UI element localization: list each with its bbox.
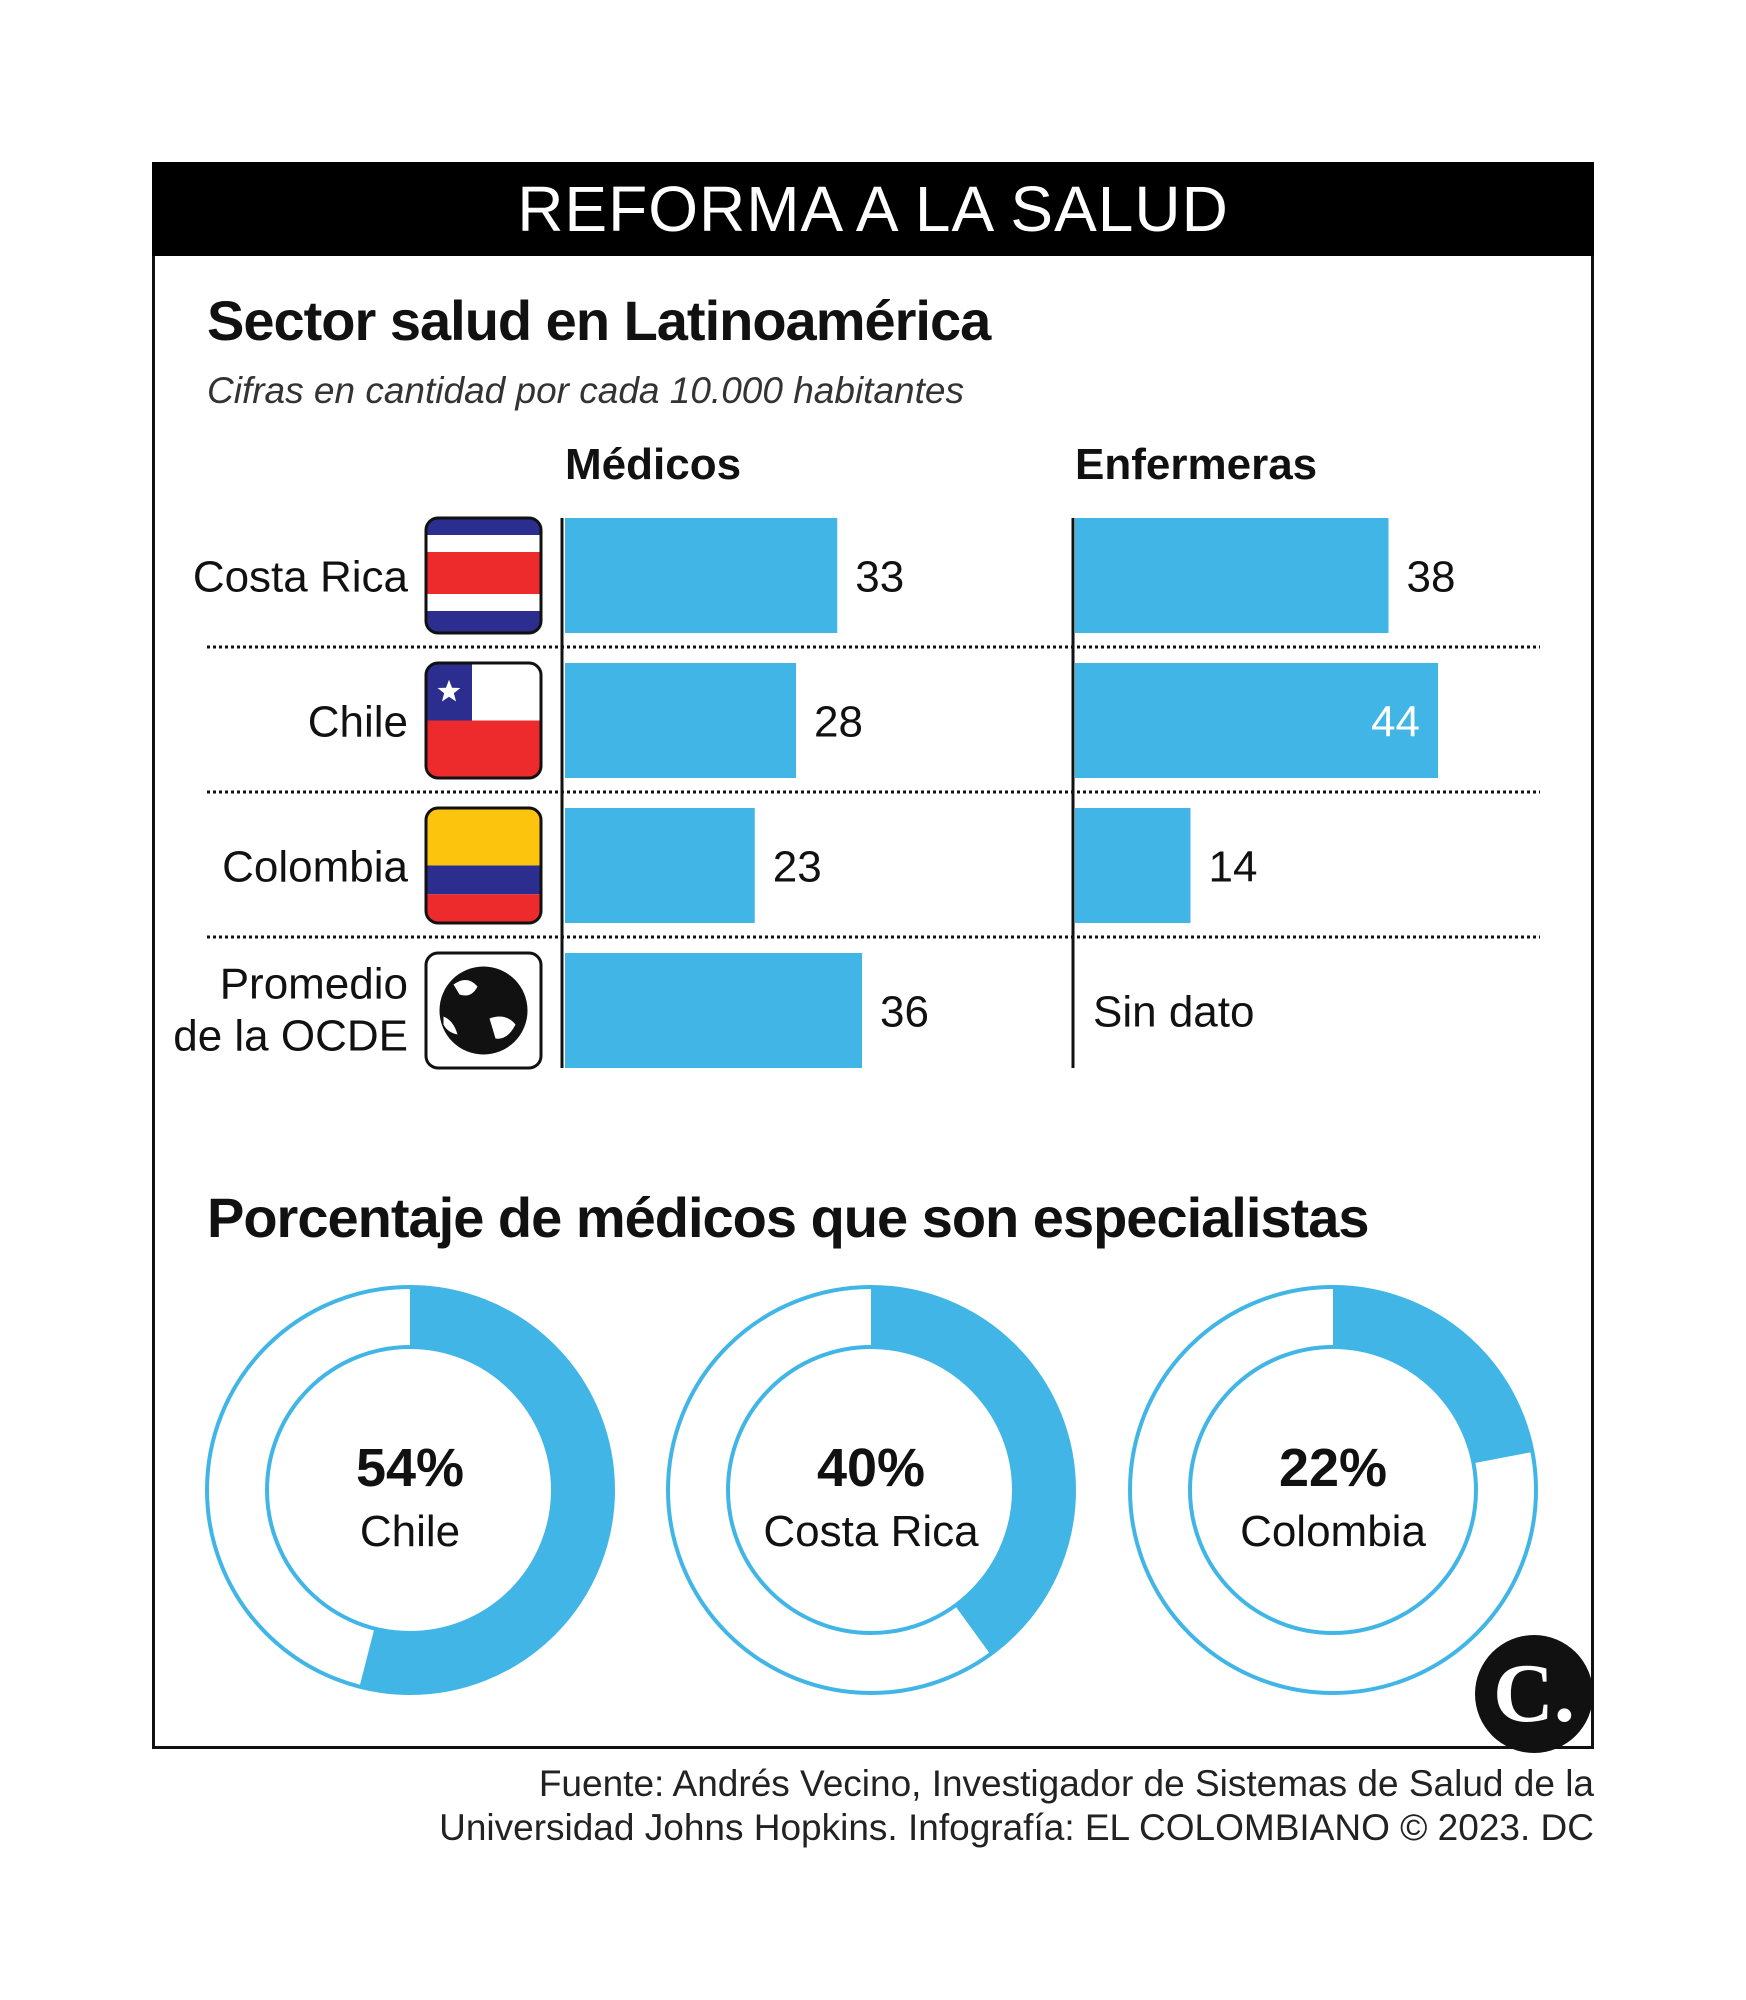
section-subtitle: Cifras en cantidad por cada 10.000 habit… (207, 370, 964, 411)
bar-label-enfermeras: 38 (1407, 553, 1456, 602)
bar-label-medicos: 33 (855, 553, 904, 602)
column-header-medicos: Médicos (565, 440, 742, 489)
donut-segment (871, 1287, 1074, 1655)
category-label: Colombia (222, 843, 408, 892)
el-colombiano-logo: C. (1475, 1635, 1593, 1753)
donut-category-label: Costa Rica (763, 1507, 979, 1556)
donut-outer-ring (1128, 1285, 1538, 1695)
donut-inner-ring (1188, 1345, 1478, 1635)
source-line-2: Universidad Johns Hopkins. Infografía: E… (439, 1807, 1594, 1848)
category-label: Chile (308, 698, 408, 747)
donut-category-label: Colombia (1240, 1507, 1426, 1556)
donut-value-label: 40% (817, 1438, 925, 1498)
bar-medicos (565, 953, 862, 1068)
category-label: Costa Rica (193, 553, 409, 602)
chile-flag-icon (424, 661, 543, 780)
donut-inner-ring (265, 1345, 555, 1635)
bar-enfermeras (1075, 808, 1191, 923)
section-title-specialists: Porcentaje de médicos que son especialis… (207, 1186, 1369, 1249)
donut-segment (1333, 1287, 1533, 1464)
bar-label-medicos: 36 (880, 988, 929, 1037)
donut-category-label: Chile (360, 1507, 460, 1556)
donut-segment (359, 1286, 614, 1693)
bar-medicos (565, 808, 755, 923)
category-label: de la OCDE (173, 1012, 408, 1061)
donut-value-label: 54% (356, 1438, 464, 1498)
section-title-health-sector: Sector salud en Latinoamérica (207, 289, 991, 352)
category-label: Promedio (220, 960, 408, 1009)
bar-label-medicos: 23 (773, 843, 822, 892)
bar-label-medicos: 28 (814, 698, 863, 747)
colombia-flag-icon (424, 806, 543, 925)
bar-label-enfermeras: 44 (1371, 698, 1420, 747)
bar-medicos (565, 518, 838, 633)
source-note: Fuente: Andrés Vecino, Investigador de S… (439, 1762, 1594, 1850)
bar-label-enfermeras: 14 (1209, 843, 1258, 892)
bar-enfermeras (1075, 518, 1389, 633)
star-icon (437, 679, 461, 702)
donut-outer-ring (205, 1285, 615, 1695)
donut-value-label: 22% (1279, 1438, 1387, 1498)
no-data-label: Sin dato (1093, 988, 1254, 1037)
costa-rica-flag-icon (424, 516, 543, 635)
globe-icon (424, 951, 543, 1070)
donut-outer-ring (666, 1285, 1076, 1695)
bar-enfermeras (1075, 663, 1438, 778)
bar-medicos (565, 663, 796, 778)
column-header-enfermeras: Enfermeras (1075, 440, 1318, 489)
donut-inner-ring (726, 1345, 1016, 1635)
header-title: REFORMA A LA SALUD (152, 162, 1594, 256)
source-line-1: Fuente: Andrés Vecino, Investigador de S… (538, 1763, 1594, 1804)
